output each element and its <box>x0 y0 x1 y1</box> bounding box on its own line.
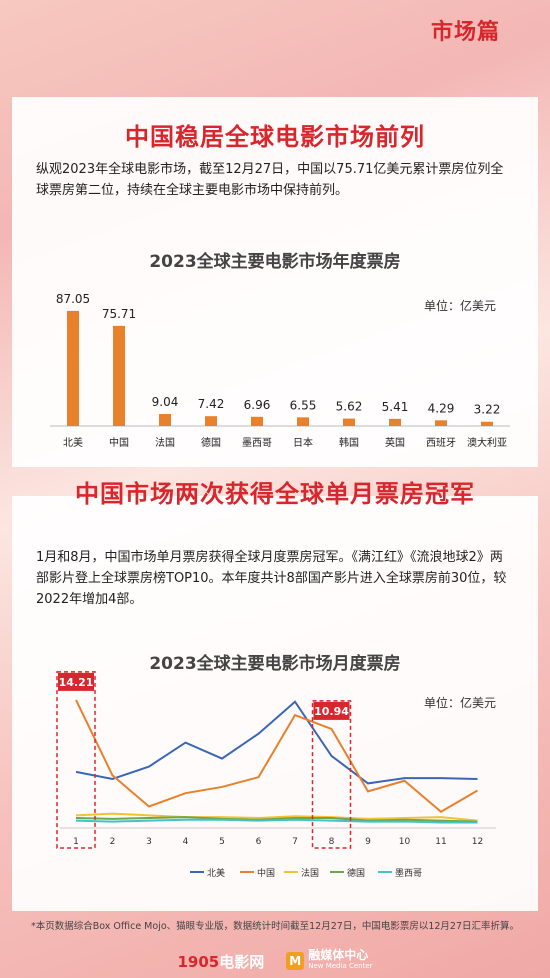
bar-value-label-5: 6.55 <box>290 398 317 412</box>
series-line-2 <box>75 812 478 822</box>
highlight-label-bg-0 <box>58 672 94 691</box>
logo-1905: 1905电影网 <box>177 951 264 972</box>
highlight-label-bg-1 <box>313 701 350 720</box>
bar-category-label-4: 墨西哥 <box>242 437 272 449</box>
bar-4 <box>251 416 263 426</box>
bar-category-label-8: 西班牙 <box>426 437 456 449</box>
bar-value-label-3: 7.42 <box>198 397 225 411</box>
x-tick-label-5: 6 <box>256 837 262 847</box>
bar-category-label-2: 法国 <box>155 436 175 449</box>
bar-value-label-9: 3.22 <box>474 403 501 417</box>
bar-category-label-5: 日本 <box>293 436 313 449</box>
highlight-label-1: 10.94 <box>314 705 349 718</box>
bar-value-label-0: 87.05 <box>56 292 90 306</box>
x-tick-label-3: 4 <box>183 837 189 847</box>
bar-value-label-2: 9.04 <box>152 395 179 409</box>
bar-value-label-7: 5.41 <box>382 400 409 414</box>
highlight-box-1 <box>311 700 352 849</box>
bar-value-label-1: 75.71 <box>102 307 136 321</box>
section-tag: 市场篇 <box>430 20 500 45</box>
x-tick-label-6: 7 <box>292 837 298 847</box>
x-tick-label-0: 1 <box>73 837 79 847</box>
bar-value-label-8: 4.29 <box>428 401 455 415</box>
x-tick-label-2: 3 <box>146 837 152 847</box>
x-tick-label-9: 10 <box>399 837 411 847</box>
annual-box-office-card: 中国稳居全球电影市场前列 纵观2023年全球电影市场，截至12月27日，中国以7… <box>12 97 538 467</box>
logo-1905-number: 1905 <box>177 952 220 971</box>
x-tick-label-11: 12 <box>472 837 483 847</box>
series-line-1 <box>75 699 479 814</box>
legend-label-1: 中国 <box>257 867 275 879</box>
annual-bar-chart: 87.05 北美 75.71 中国 9.04 法国 7.42 德国 6.96 墨西哥 6.55 日本 5… <box>50 292 510 449</box>
media-center-icon: M <box>286 952 305 970</box>
line-chart-unit: 单位：亿美元 <box>423 696 496 710</box>
bar-3 <box>205 416 217 426</box>
monthly-box-office-card: 中国市场两次获得全球单月票房冠军 1月和8月，中国市场单月票房获得全球月度票房冠… <box>12 480 538 911</box>
header-banner: 市场篇 <box>0 0 550 92</box>
highlight-box-0 <box>56 671 96 849</box>
footer-logos: 1905电影网 M 融媒体中心 New Media Center <box>0 944 550 978</box>
bar-chart-title: 2023全球主要电影市场年度票房 <box>149 252 401 272</box>
line-chart-title: 2023全球主要电影市场月度票房 <box>149 654 401 674</box>
legend-label-4: 墨西哥 <box>395 868 422 879</box>
series-line-3 <box>75 816 478 823</box>
legend-label-0: 北美 <box>207 867 225 879</box>
bar-category-label-6: 韩国 <box>339 436 359 449</box>
bar-7 <box>389 418 401 426</box>
section1-title: 中国稳居全球电影市场前列 <box>125 123 425 151</box>
x-tick-label-1: 2 <box>110 837 116 847</box>
bar-category-label-9: 澳大利亚 <box>467 436 507 449</box>
bar-chart-unit: 单位：亿美元 <box>423 299 496 313</box>
footer-note: *本页数据综合Box Office Mojo、猫眼专业版，数据统计时间截至12月… <box>31 921 519 932</box>
bar-8 <box>435 420 447 426</box>
section2-title: 中国市场两次获得全球单月票房冠军 <box>75 480 475 508</box>
highlight-label-0: 14.21 <box>59 676 94 689</box>
bar-1 <box>113 325 125 426</box>
media-center-en: New Media Center <box>308 962 373 970</box>
bar-category-label-0: 北美 <box>63 436 83 449</box>
logo-media-center: M 融媒体中心 New Media Center <box>286 948 373 972</box>
media-center-cn: 融媒体中心 <box>308 948 369 962</box>
series-line-0 <box>75 700 478 785</box>
x-tick-label-4: 5 <box>219 837 225 847</box>
x-tick-label-10: 11 <box>435 837 446 847</box>
bar-value-label-6: 5.62 <box>336 400 363 414</box>
legend-label-2: 法国 <box>301 867 319 879</box>
legend-label-3: 德国 <box>347 867 365 879</box>
bar-2 <box>159 414 171 426</box>
section1-paragraph: 纵观2023年全球电影市场，截至12月27日，中国以75.71亿美元累计票房位列… <box>36 162 504 198</box>
x-tick-label-7: 8 <box>329 837 335 847</box>
bar-0 <box>67 310 79 426</box>
section2-paragraph: 1月和8月，中国市场单月票房获得全球月度票房冠军。《满江红》《流浪地球2》两部影… <box>36 550 507 607</box>
bar-category-label-7: 英国 <box>385 436 405 449</box>
series-line-4 <box>75 818 478 824</box>
logo-1905-word: 电影网 <box>219 952 265 971</box>
bar-value-label-4: 6.96 <box>244 398 271 412</box>
x-tick-label-8: 9 <box>365 837 371 847</box>
bar-9 <box>481 421 493 426</box>
bar-category-label-3: 德国 <box>201 436 221 449</box>
bar-category-label-1: 中国 <box>109 436 129 449</box>
bar-5 <box>297 417 309 426</box>
bar-6 <box>343 418 355 426</box>
